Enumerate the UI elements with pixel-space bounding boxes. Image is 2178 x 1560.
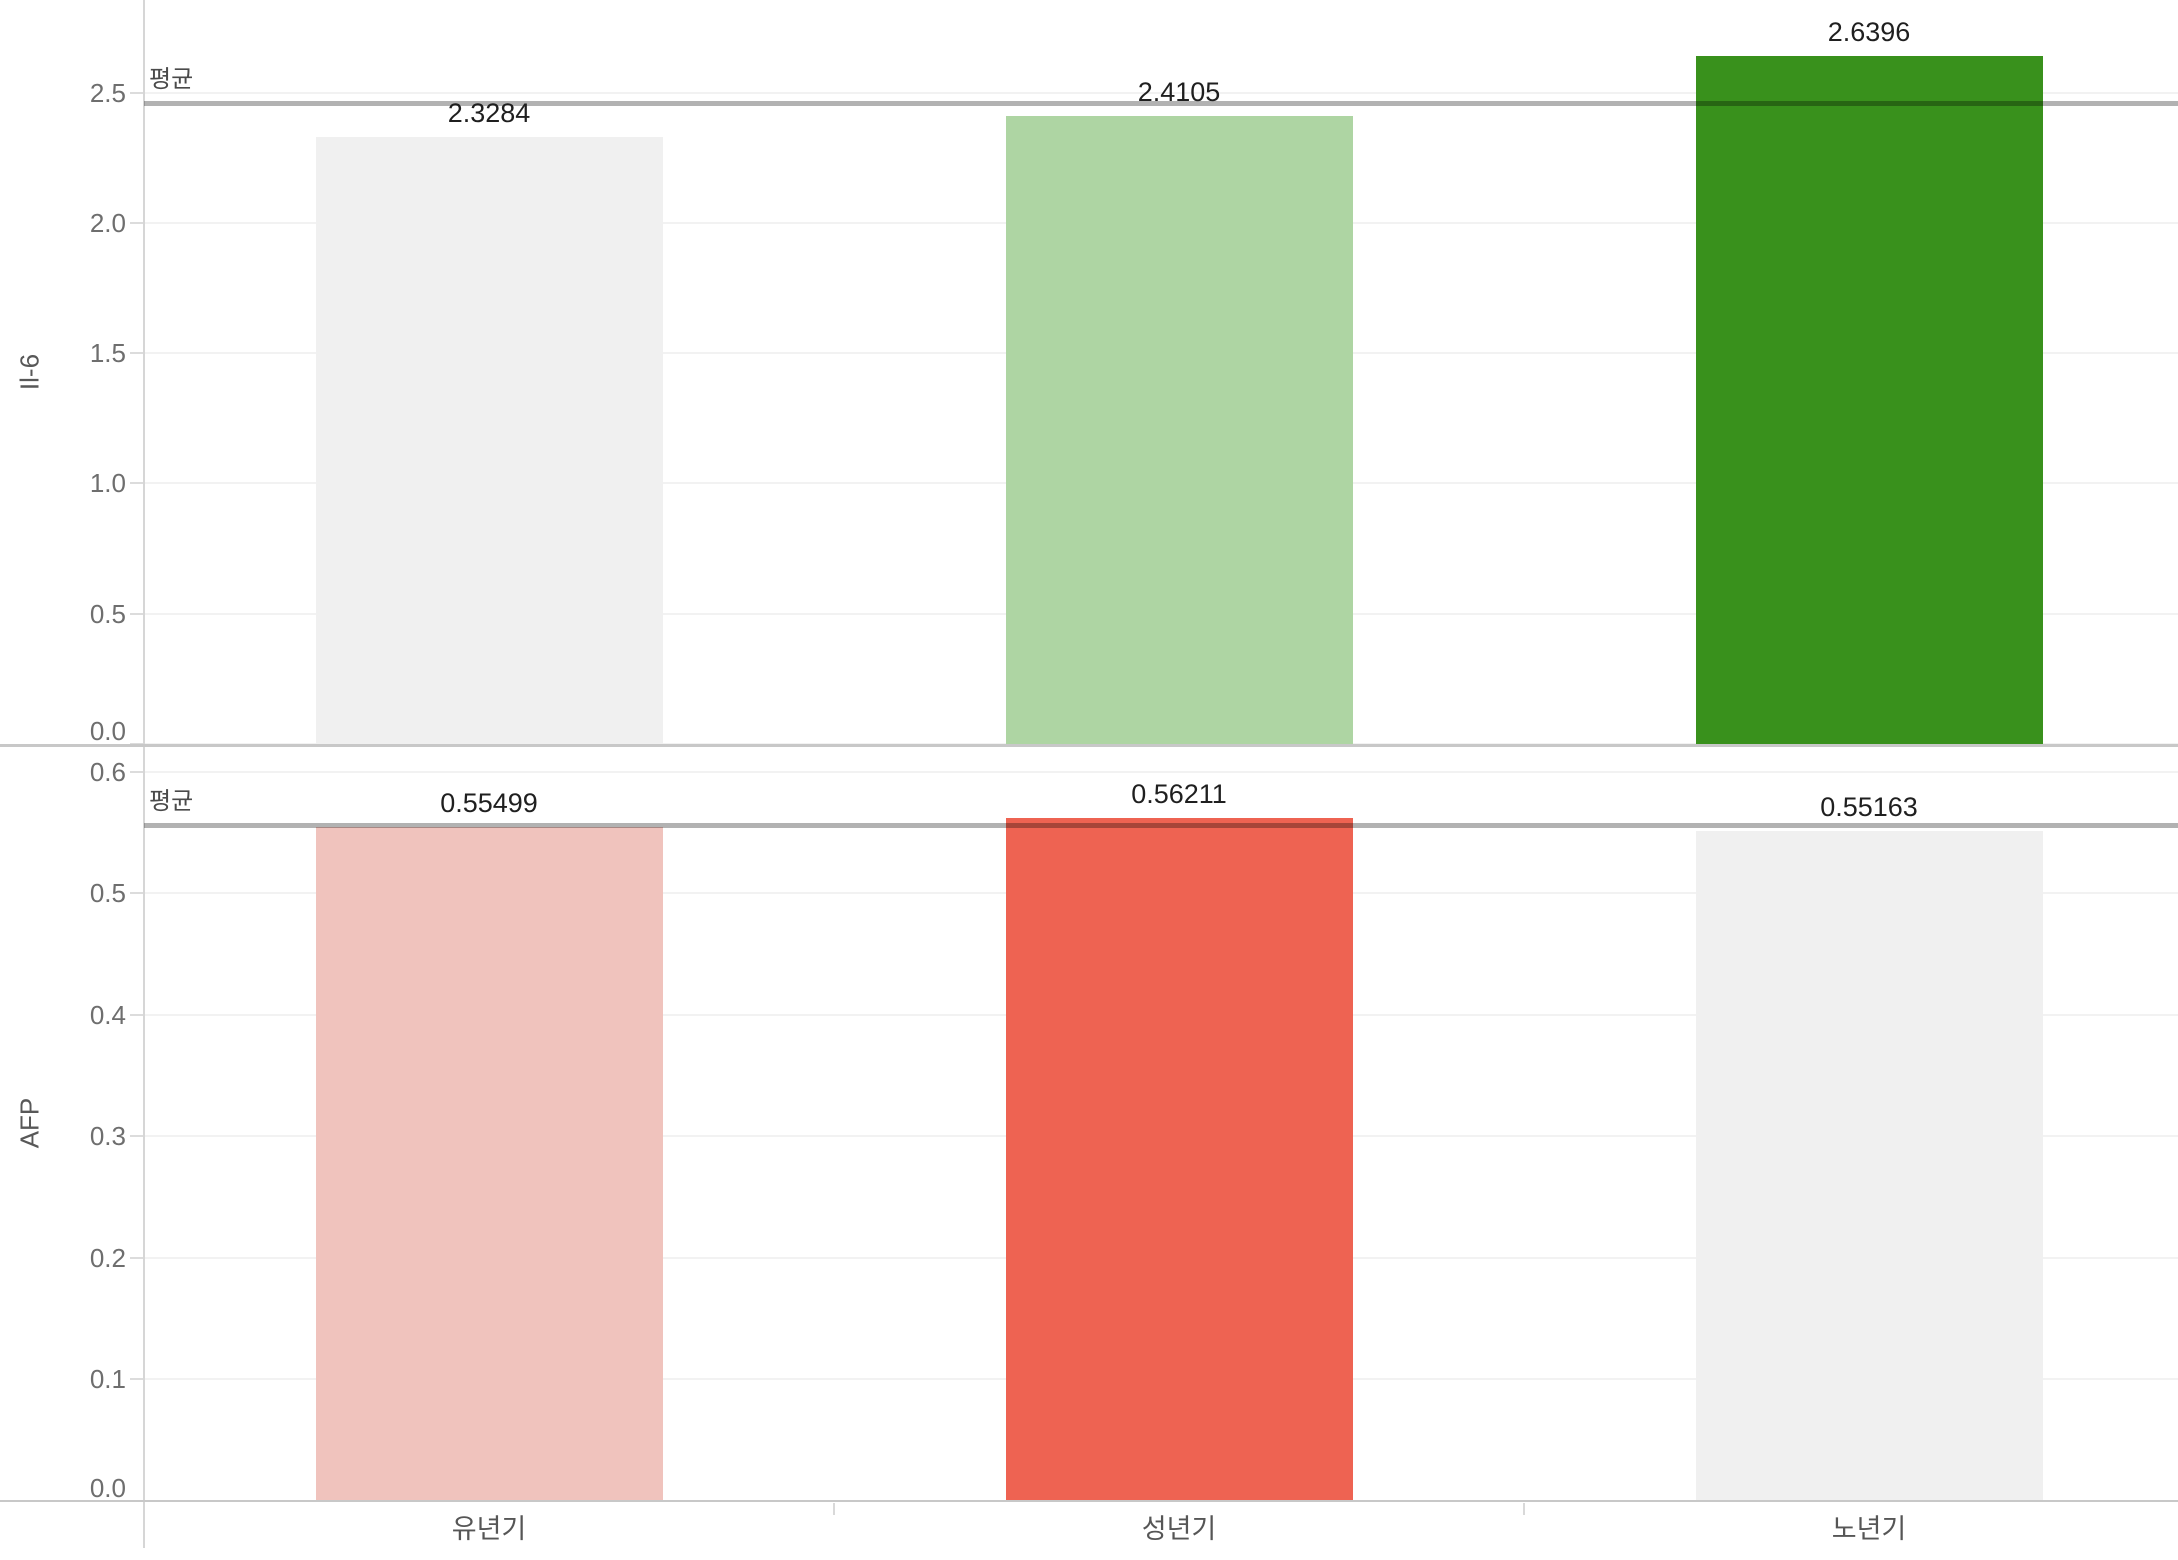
y-tick-mark	[130, 1256, 144, 1259]
bar[interactable]	[1005, 115, 1353, 744]
y-gridline	[144, 770, 2178, 773]
bar[interactable]	[315, 137, 663, 744]
bar[interactable]	[315, 826, 663, 1501]
bar[interactable]	[1695, 830, 2043, 1501]
y-tick-label: 1.5	[89, 338, 126, 369]
y-tick-mark	[130, 770, 144, 773]
y-tick-label: 0.2	[89, 1242, 126, 1273]
mean-reference-line	[144, 101, 2178, 107]
y-tick-label: 0.4	[89, 999, 126, 1030]
column-divider-tick	[833, 1503, 835, 1515]
y-tick-mark	[130, 1378, 144, 1381]
mean-reference-line	[144, 823, 2178, 829]
y-tick-label: 0.3	[89, 1121, 126, 1152]
y-tick-mark	[130, 612, 144, 615]
x-axis-baseline	[0, 1500, 2178, 1502]
mean-reference-label: 평균	[149, 66, 194, 94]
y-tick-label: 0.0	[89, 716, 126, 746]
bar-value-label: 2.4105	[1137, 76, 1221, 107]
y-tick-mark	[130, 91, 144, 94]
bar-value-label: 0.56211	[1131, 778, 1227, 809]
bar-value-label: 2.6396	[1827, 17, 1911, 48]
y-tick-mark	[130, 892, 144, 895]
y-tick-mark	[130, 1135, 144, 1138]
bar[interactable]	[1695, 56, 2043, 744]
x-category-label: 성년기	[1141, 1514, 1217, 1544]
column-divider-tick	[1523, 1503, 1525, 1515]
y-tick-label: 0.5	[89, 878, 126, 909]
y-axis-title: Il-6	[14, 353, 45, 391]
y-tick-label: 2.5	[89, 77, 126, 108]
y-tick-label: 0.5	[89, 598, 126, 629]
y-tick-label: 1.0	[89, 468, 126, 499]
bar-value-label: 2.3284	[447, 98, 531, 129]
mean-reference-label: 평균	[149, 788, 194, 816]
bar[interactable]	[1005, 817, 1353, 1501]
y-tick-label: 0.1	[89, 1364, 126, 1395]
bar-value-label: 0.55163	[1820, 791, 1918, 822]
y-tick-label: 0.6	[89, 756, 126, 787]
y-tick-mark	[130, 221, 144, 224]
y-axis-line	[143, 0, 145, 1548]
y-tick-mark	[130, 482, 144, 485]
y-tick-mark	[130, 1013, 144, 1016]
y-tick-label: 2.0	[89, 207, 126, 238]
y-gridline	[144, 91, 2178, 94]
x-category-label: 노년기	[1831, 1514, 1907, 1544]
x-category-label: 유년기	[451, 1514, 527, 1544]
bar-value-label: 0.55499	[440, 787, 538, 818]
y-tick-mark	[130, 352, 144, 355]
panel-divider	[0, 744, 2178, 747]
y-axis-title: AFP	[14, 1097, 45, 1148]
y-tick-label: 0.0	[89, 1473, 126, 1503]
